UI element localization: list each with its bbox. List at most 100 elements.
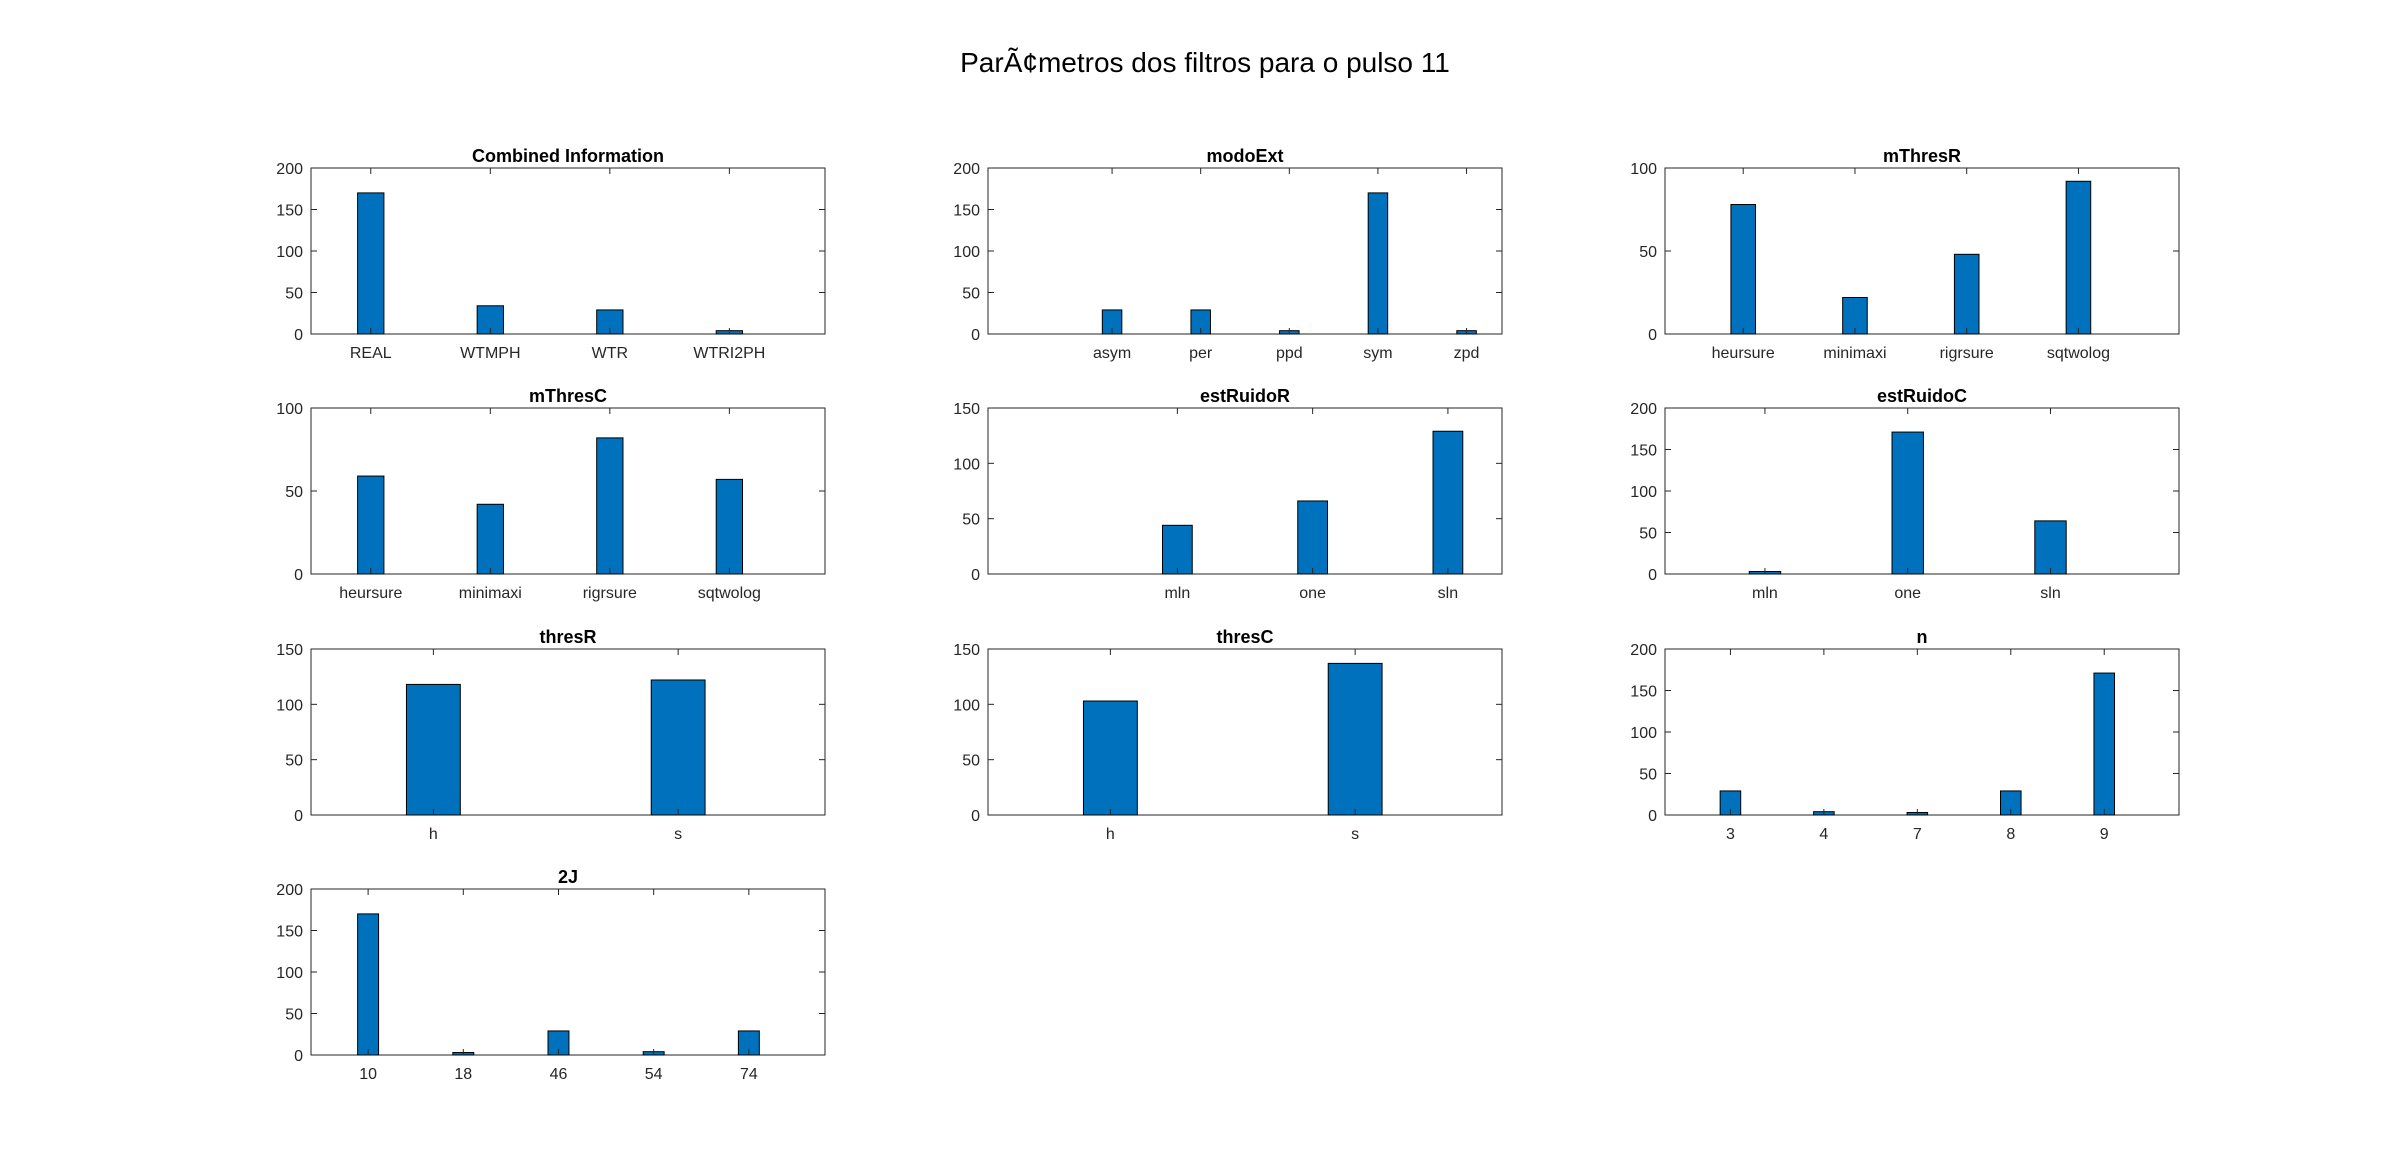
subplot-2: mThresR 0 50 100 heursure minimaxi rigrsure sqt… [1630,146,2180,362]
ytick-label: 50 [285,1007,303,1024]
xtick-label: rigrsure [1940,345,1994,362]
xtick-label: 9 [2100,826,2109,843]
subplot-5: estRuidoC 0 50 100 150 200 mln one sln [1630,386,2180,602]
xtick-label: sqtwolog [2047,345,2110,362]
ytick-label: 150 [276,203,303,220]
subplot-title: n [1917,627,1928,647]
ytick-label: 150 [953,401,980,418]
bar-s [1327,662,1383,816]
ytick-label: 200 [1630,642,1657,659]
ytick-label: 0 [294,327,303,344]
ytick-label: 150 [1630,684,1657,701]
xtick-label: 54 [645,1066,663,1083]
subplot-8: n 0 50 100 150 200 3 4 7 8 9 [1630,627,2180,843]
xtick-label: zpd [1454,345,1480,362]
ytick-label: 100 [276,965,303,982]
ytick-label: 50 [962,512,980,529]
axes-frame [310,888,826,1056]
xtick-label: sqtwolog [698,585,761,602]
ytick-label: 150 [953,642,980,659]
bar-one [1891,431,1924,575]
xtick-label: 7 [1913,826,1922,843]
bar-mln [1161,524,1193,575]
subplot-title: mThresR [1883,146,1961,166]
xtick-label: 10 [359,1066,377,1083]
bar-rigrsure [1953,253,1980,335]
ytick-label: 50 [285,286,303,303]
axes-frame [310,648,826,816]
ytick-label: 0 [1648,567,1657,584]
bar-sym [1367,192,1389,335]
bar-sqtwolog [715,478,744,575]
bar-sln [2034,520,2067,575]
ytick-label: 100 [953,456,980,473]
subplot-title: estRuidoR [1200,386,1290,406]
ytick-label: 0 [294,1048,303,1065]
xtick-label: 46 [550,1066,568,1083]
ytick-label: 150 [1630,443,1657,460]
bar-s [650,679,706,816]
ytick-label: 200 [1630,401,1657,418]
ytick-label: 200 [276,161,303,178]
xtick-label: heursure [1712,345,1775,362]
bar-h [405,683,461,816]
xtick-label: h [429,826,438,843]
xtick-label: one [1299,585,1326,602]
axes-frame [1664,648,2180,816]
ytick-label: 50 [285,753,303,770]
bar-one [1297,500,1329,575]
bar-rigrsure [596,437,624,575]
bar-sqtwolog [2065,180,2092,335]
xtick-label: WTRI2PH [693,345,765,362]
ytick-label: 50 [285,484,303,501]
subplot-title: Combined Information [472,146,664,166]
ytick-label: 100 [276,401,303,418]
ytick-label: 100 [1630,484,1657,501]
bar-REAL [357,192,385,335]
xtick-label: 4 [1819,826,1828,843]
subplot-title: thresR [539,627,596,647]
bar-heursure [1730,204,1757,335]
xtick-label: mln [1752,585,1778,602]
ytick-label: 0 [294,808,303,825]
xtick-label: s [674,826,682,843]
ytick-label: 0 [1648,327,1657,344]
ytick-label: 50 [962,753,980,770]
ytick-label: 100 [1630,725,1657,742]
ytick-label: 50 [962,286,980,303]
subplot-4: estRuidoR 0 50 100 150 mln one sln [953,386,1503,602]
xtick-label: sln [2040,585,2060,602]
axes-frame [310,407,826,575]
xtick-label: heursure [339,585,402,602]
xtick-label: s [1351,826,1359,843]
xtick-label: 18 [454,1066,472,1083]
xtick-label: asym [1093,345,1131,362]
ytick-label: 50 [1639,244,1657,261]
subplot-title: 2J [558,867,578,887]
subplot-0: Combined Information 0 50 100 150 200 REAL WTMP… [276,146,826,362]
subplot-1: modoExt 0 50 100 150 200 asym per ppd sym zpd [953,146,1503,362]
ytick-label: 100 [276,697,303,714]
bar-minimaxi [476,503,504,575]
ytick-label: 0 [971,327,980,344]
xtick-label: REAL [350,345,392,362]
xtick-label: minimaxi [459,585,522,602]
ytick-label: 150 [276,642,303,659]
bar-minimaxi [1842,296,1868,335]
axes-frame [987,407,1503,575]
ytick-label: 0 [294,567,303,584]
figure-title: ParÃ¢metros dos filtros para o pulso 11 [960,47,1450,78]
ytick-label: 100 [1630,161,1657,178]
ytick-label: 100 [953,697,980,714]
subplot-title: estRuidoC [1877,386,1967,406]
bar-sln [1432,430,1464,575]
ytick-label: 150 [953,203,980,220]
subplot-3: mThresC 0 50 100 heursure minimaxi rigrsure sqt… [276,386,826,602]
bar-9 [2093,672,2116,816]
ytick-label: 0 [971,567,980,584]
subplot-title: thresC [1216,627,1273,647]
subplot-6: thresR 0 50 100 150 h s [276,627,826,843]
ytick-label: 200 [953,161,980,178]
xtick-label: per [1189,345,1213,362]
